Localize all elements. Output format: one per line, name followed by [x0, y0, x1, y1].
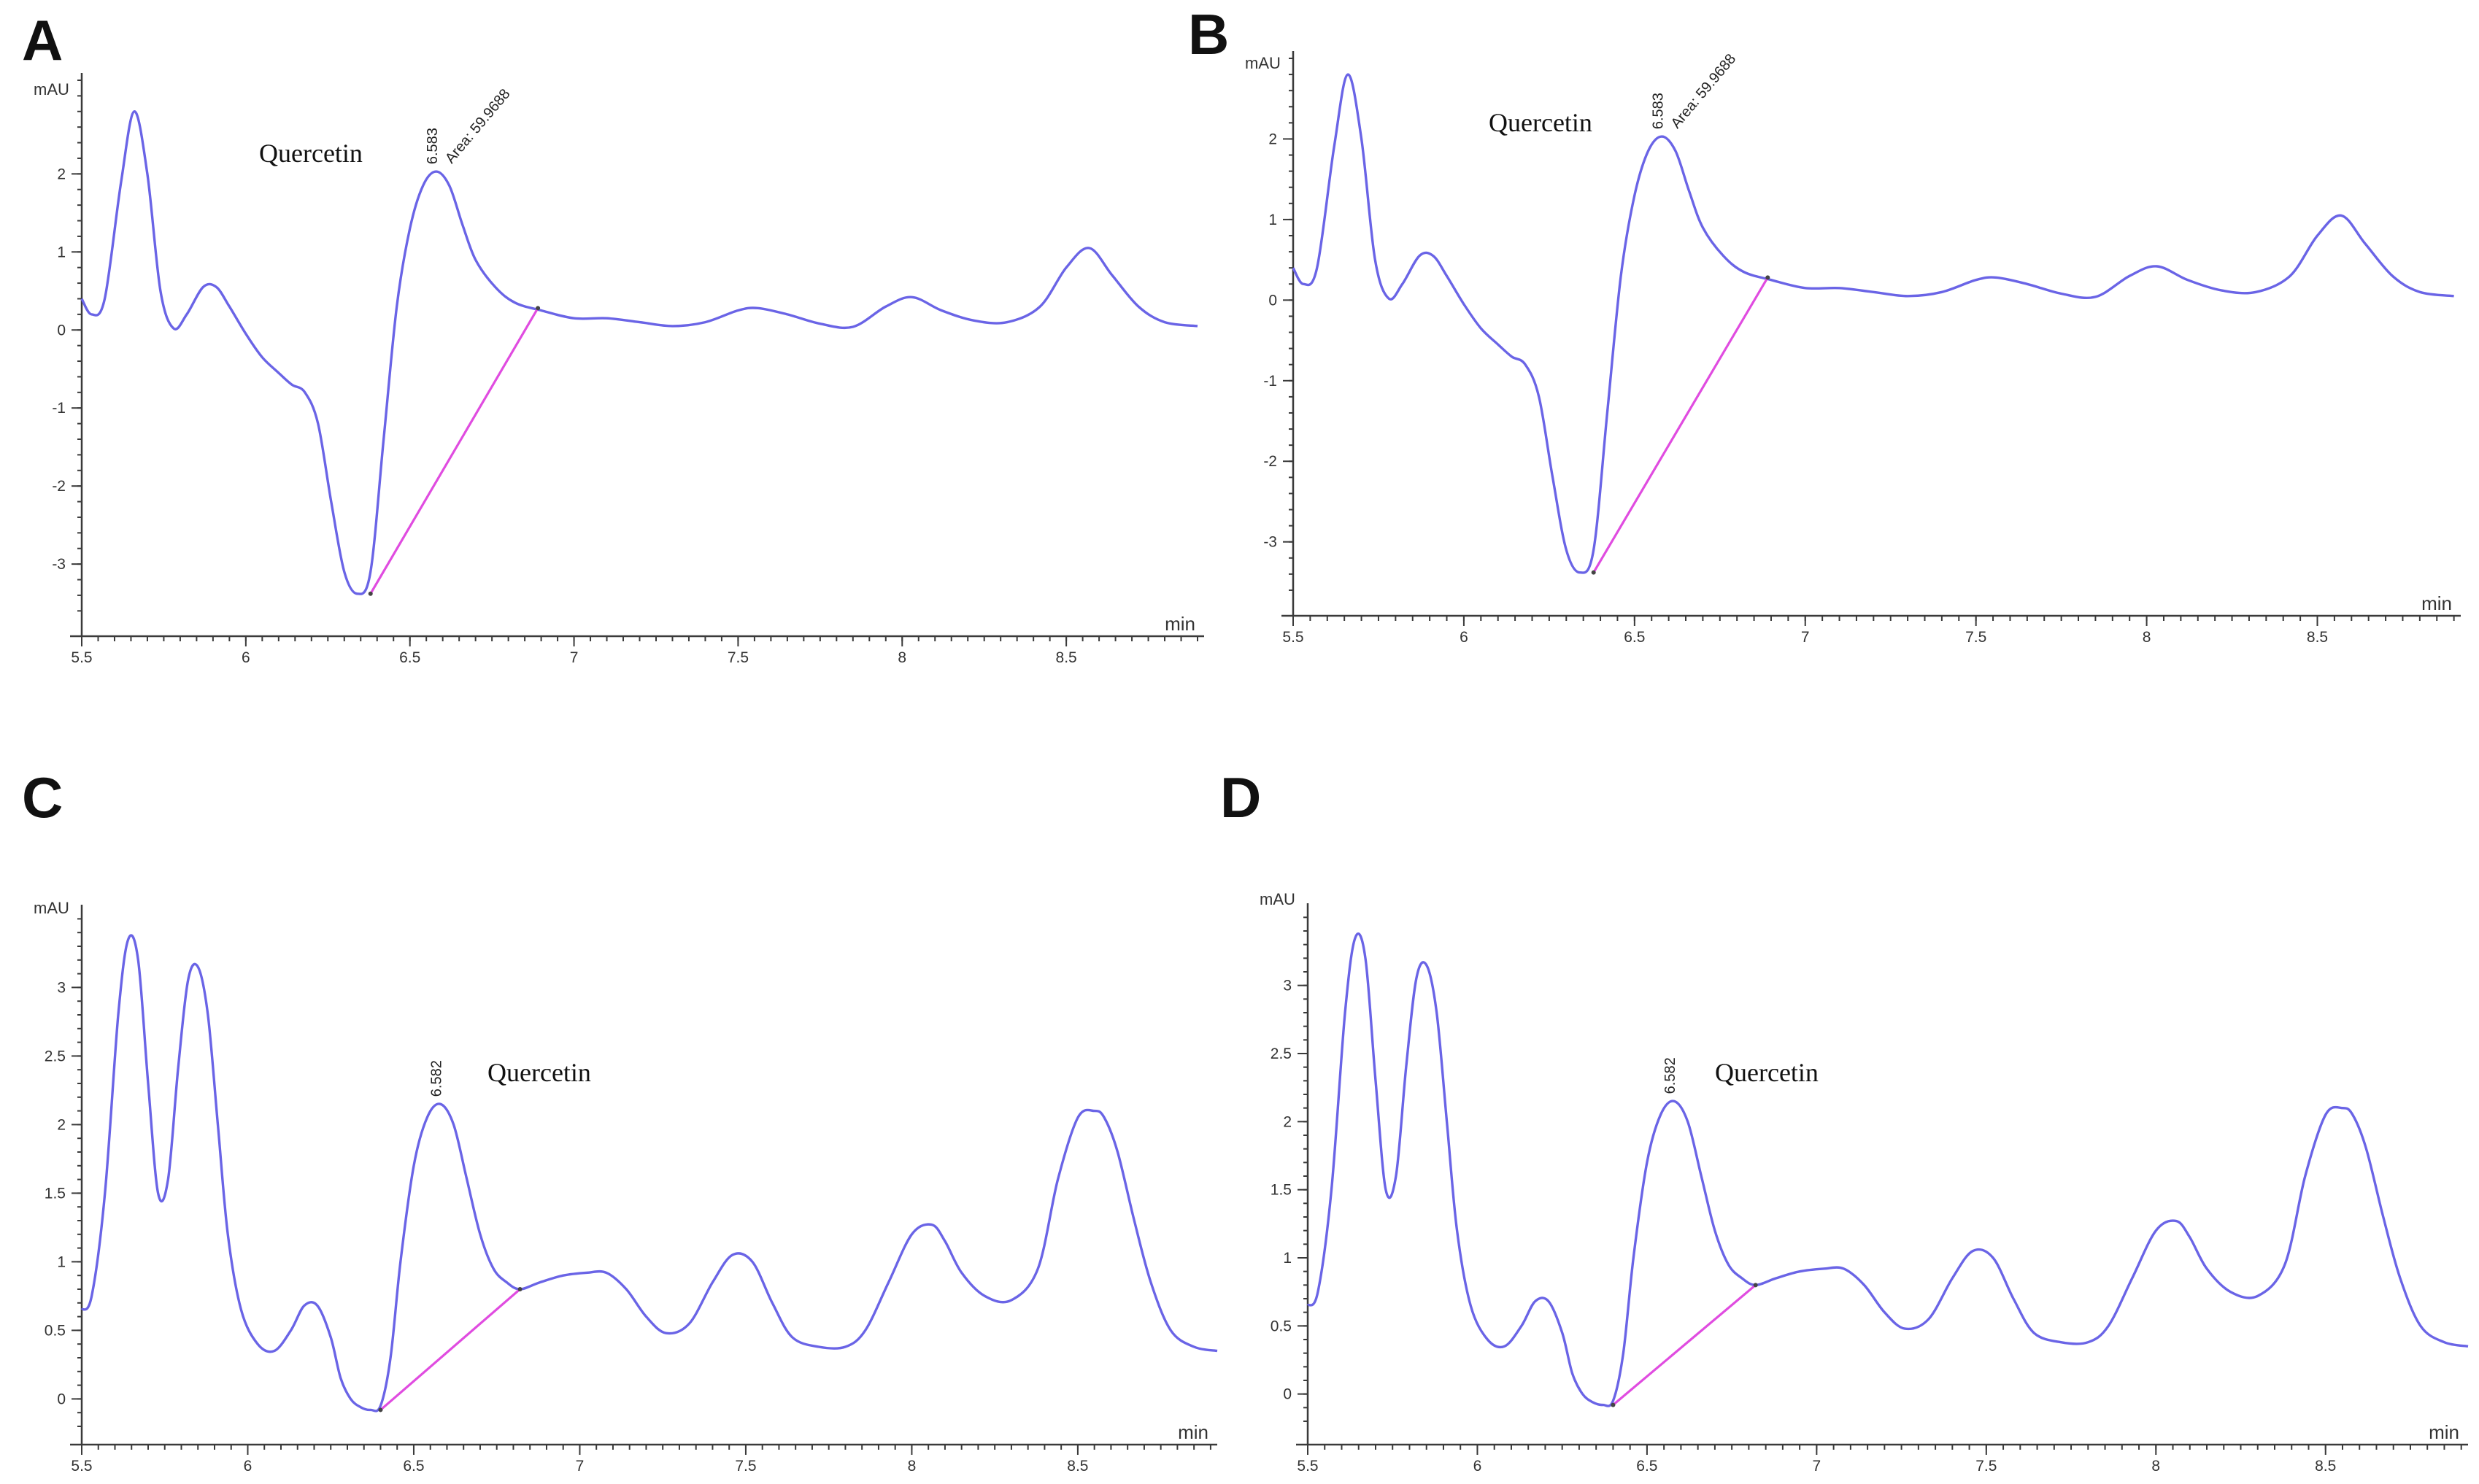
- y-tick-label: -1: [1263, 373, 1277, 390]
- x-tick-label: 5.5: [1297, 1458, 1318, 1475]
- chromatogram-trace: [1292, 73, 2454, 574]
- baseline-end-marker: [536, 306, 541, 311]
- x-tick-label: 5.5: [71, 649, 92, 666]
- x-tick-label: 8.5: [2315, 1458, 2336, 1475]
- chromatogram-trace: [1306, 932, 2469, 1407]
- chromatogram-trace: [80, 934, 1218, 1412]
- y-tick-label: 2: [1283, 1113, 1292, 1130]
- x-tick-label: 7: [576, 1458, 585, 1475]
- x-tick-label: 7.5: [728, 649, 749, 666]
- y-tick-label: 2.5: [1271, 1046, 1292, 1062]
- x-tick-label: 7.5: [1965, 629, 1986, 646]
- panel-letter: C: [22, 765, 63, 830]
- y-tick-label: 1: [57, 1253, 66, 1270]
- x-tick-label: 6.5: [399, 649, 420, 666]
- y-tick-label: -2: [1263, 453, 1277, 470]
- y-tick-label: 2: [57, 166, 66, 182]
- x-axis-unit: min: [1165, 613, 1195, 635]
- y-tick-label: 3: [1283, 978, 1292, 994]
- x-tick-label: 5.5: [71, 1458, 92, 1475]
- x-tick-label: 8: [2143, 629, 2151, 646]
- x-tick-label: 6: [1460, 629, 1468, 646]
- x-tick-label: 5.5: [1282, 629, 1303, 646]
- x-tick-label: 6: [244, 1458, 252, 1475]
- x-tick-label: 6: [1473, 1458, 1482, 1475]
- x-tick-label: 6.5: [403, 1458, 424, 1475]
- y-tick-label: -3: [52, 556, 66, 573]
- y-tick-label: 0: [57, 322, 66, 339]
- y-axis-unit: mAU: [1260, 890, 1295, 908]
- x-tick-label: 7.5: [735, 1458, 756, 1475]
- x-tick-label: 6: [242, 649, 250, 666]
- y-tick-label: -3: [1263, 534, 1277, 551]
- x-tick-label: 8.5: [2307, 629, 2328, 646]
- y-axis-unit: mAU: [1245, 54, 1281, 72]
- y-tick-label: 1.5: [1271, 1182, 1292, 1199]
- y-tick-label: -2: [52, 478, 66, 495]
- y-tick-label: 0: [1283, 1386, 1292, 1403]
- x-tick-label: 8.5: [1067, 1458, 1088, 1475]
- peak-area-label: Area: 59.9688: [1668, 51, 1740, 131]
- baseline-end-marker: [1765, 275, 1770, 280]
- x-tick-label: 7: [1813, 1458, 1821, 1475]
- compound-annotation: Quercetin: [487, 1058, 591, 1087]
- x-axis-unit: min: [1178, 1421, 1208, 1443]
- baseline-start-marker: [1611, 1402, 1616, 1407]
- compound-annotation: Quercetin: [259, 139, 363, 168]
- x-tick-label: 8: [908, 1458, 917, 1475]
- panel-letter: A: [22, 8, 63, 72]
- y-tick-label: 0.5: [1271, 1318, 1292, 1334]
- y-tick-label: 3: [57, 979, 66, 996]
- peak-retention-label: 6.582: [1662, 1057, 1678, 1094]
- x-tick-label: 6.5: [1636, 1458, 1657, 1475]
- integration-baseline: [369, 307, 539, 595]
- y-tick-label: 1.5: [45, 1185, 66, 1202]
- y-tick-label: -1: [52, 400, 66, 417]
- baseline-start-marker: [368, 591, 373, 596]
- compound-annotation: Quercetin: [1715, 1058, 1819, 1087]
- y-tick-label: 0: [1268, 292, 1277, 309]
- y-tick-label: 1: [1268, 212, 1277, 228]
- y-tick-label: 0.5: [45, 1322, 66, 1339]
- integration-baseline: [379, 1288, 521, 1411]
- x-tick-label: 8.5: [1056, 649, 1077, 666]
- compound-annotation: Quercetin: [1489, 108, 1592, 137]
- x-tick-label: 7: [570, 649, 579, 666]
- x-tick-label: 8: [2151, 1458, 2160, 1475]
- x-tick-label: 7.5: [1975, 1458, 1997, 1475]
- panel-letter: D: [1220, 765, 1261, 830]
- x-tick-label: 6.5: [1624, 629, 1645, 646]
- y-tick-label: 2: [57, 1116, 66, 1133]
- x-tick-label: 8: [898, 649, 906, 666]
- x-axis-unit: min: [2429, 1421, 2459, 1443]
- peak-area-label: Area: 59.9688: [442, 86, 514, 166]
- baseline-end-marker: [1753, 1283, 1758, 1288]
- chromatogram-trace: [80, 110, 1198, 595]
- peak-retention-label: 6.582: [428, 1060, 444, 1097]
- peak-retention-label: 6.583: [425, 128, 441, 164]
- baseline-start-marker: [1591, 570, 1596, 575]
- y-tick-label: 1: [57, 244, 66, 260]
- y-tick-label: 1: [1283, 1250, 1292, 1267]
- y-tick-label: 2: [1268, 131, 1277, 147]
- integration-baseline: [1592, 277, 1769, 573]
- y-axis-unit: mAU: [34, 80, 69, 98]
- baseline-end-marker: [517, 1287, 523, 1291]
- y-tick-label: 2.5: [45, 1048, 66, 1064]
- x-axis-unit: min: [2421, 592, 2452, 614]
- integration-baseline: [1612, 1284, 1757, 1406]
- panel-letter: B: [1188, 2, 1229, 66]
- y-tick-label: 0: [57, 1391, 66, 1407]
- baseline-start-marker: [378, 1407, 383, 1412]
- x-tick-label: 7: [1801, 629, 1810, 646]
- peak-retention-label: 6.583: [1651, 93, 1667, 129]
- y-axis-unit: mAU: [34, 899, 69, 917]
